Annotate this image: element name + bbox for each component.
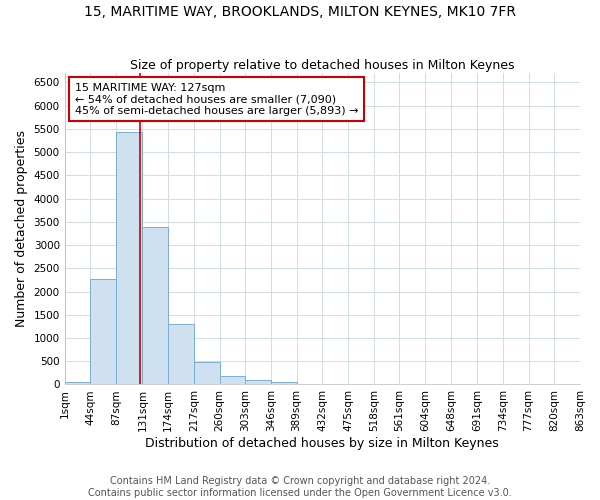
X-axis label: Distribution of detached houses by size in Milton Keynes: Distribution of detached houses by size … [145, 437, 499, 450]
Bar [245, 380, 271, 384]
Bar [65, 382, 91, 384]
Text: 15, MARITIME WAY, BROOKLANDS, MILTON KEYNES, MK10 7FR: 15, MARITIME WAY, BROOKLANDS, MILTON KEY… [84, 5, 516, 19]
Bar [91, 278, 116, 384]
Y-axis label: Number of detached properties: Number of detached properties [15, 130, 28, 328]
Bar [220, 376, 245, 384]
Bar [271, 382, 296, 384]
Bar [194, 362, 220, 384]
Bar [142, 228, 168, 384]
Title: Size of property relative to detached houses in Milton Keynes: Size of property relative to detached ho… [130, 59, 515, 72]
Bar [168, 324, 194, 384]
Text: 15 MARITIME WAY: 127sqm
← 54% of detached houses are smaller (7,090)
45% of semi: 15 MARITIME WAY: 127sqm ← 54% of detache… [75, 82, 358, 116]
Bar [116, 132, 142, 384]
Text: Contains HM Land Registry data © Crown copyright and database right 2024.
Contai: Contains HM Land Registry data © Crown c… [88, 476, 512, 498]
